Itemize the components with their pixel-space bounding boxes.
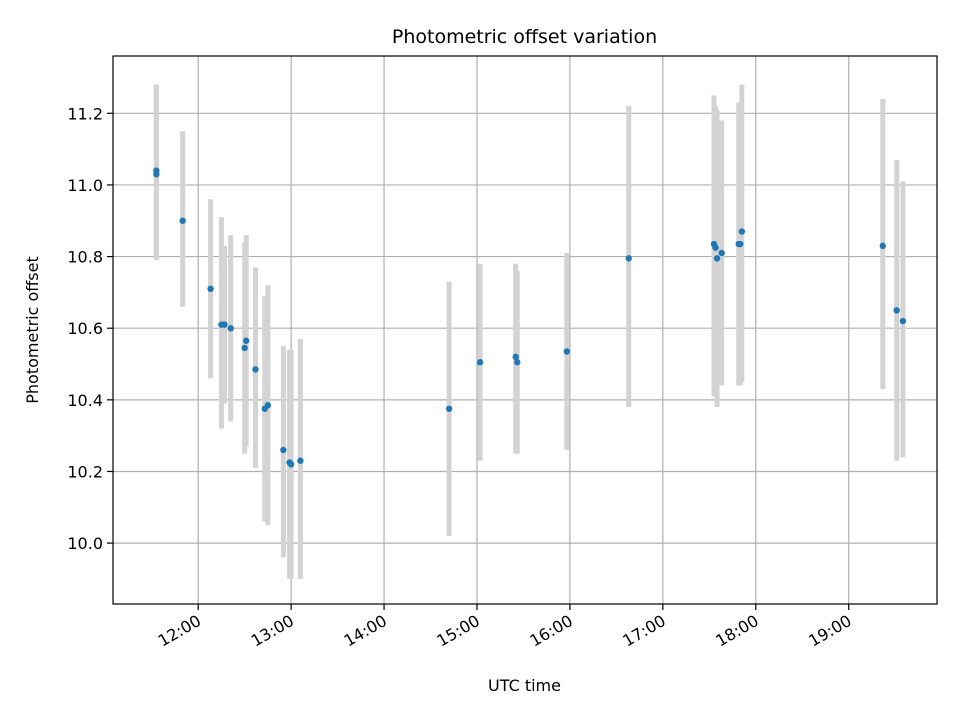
x-tick-label: 19:00: [805, 611, 854, 651]
data-points: [153, 167, 907, 468]
data-point: [153, 170, 160, 178]
x-tick-label: 14:00: [341, 611, 390, 651]
data-point: [899, 317, 907, 325]
data-point: [297, 457, 304, 464]
data-point: [280, 446, 287, 454]
error-bars: [153, 84, 906, 579]
y-tick-label: 10.0: [67, 534, 103, 553]
x-tick-label: 15:00: [434, 611, 483, 651]
y-tick-label: 10.4: [67, 391, 103, 410]
x-tick-label: 18:00: [712, 611, 761, 651]
data-point: [738, 228, 746, 235]
data-point: [713, 255, 721, 262]
data-point: [476, 359, 484, 366]
x-axis-label: UTC time: [488, 676, 561, 695]
data-point: [252, 366, 259, 373]
plot-frame: [112, 55, 938, 605]
x-tick-label: 13:00: [248, 611, 297, 651]
data-point: [287, 461, 295, 468]
x-tick-label: 16:00: [526, 611, 575, 651]
data-point: [512, 353, 519, 361]
data-point: [514, 359, 521, 366]
data-point: [718, 249, 725, 257]
data-point: [264, 402, 272, 409]
data-point: [179, 217, 186, 224]
y-tick-label: 11.2: [67, 104, 103, 123]
y-tick-label: 11.0: [67, 176, 103, 195]
data-point: [893, 307, 900, 314]
x-tick-label: 17:00: [619, 611, 668, 651]
data-point: [207, 285, 214, 293]
x-axis: 12:00 13:00 14:00 15:00 16:00 17:00 18:00 19:00: [155, 604, 855, 651]
x-tick-label: 12:00: [155, 611, 204, 651]
y-tick-label: 10.6: [67, 319, 103, 338]
y-tick-label: 10.2: [67, 462, 103, 481]
data-point: [737, 240, 744, 248]
grid: [113, 56, 937, 604]
data-point: [241, 344, 248, 352]
data-point: [879, 242, 886, 250]
y-axis: 10.0 10.2 10.4 10.6 10.8 11.0 11.2: [67, 104, 113, 553]
data-point: [221, 321, 228, 328]
data-point: [625, 255, 632, 262]
data-point: [227, 325, 234, 332]
data-point: [712, 244, 719, 251]
data-point: [445, 405, 453, 412]
data-point: [243, 337, 250, 344]
y-axis-label: Photometric offset: [23, 256, 42, 404]
chart-title: Photometric offset variation: [392, 26, 657, 48]
y-tick-label: 10.8: [67, 248, 103, 267]
data-point: [563, 348, 571, 355]
